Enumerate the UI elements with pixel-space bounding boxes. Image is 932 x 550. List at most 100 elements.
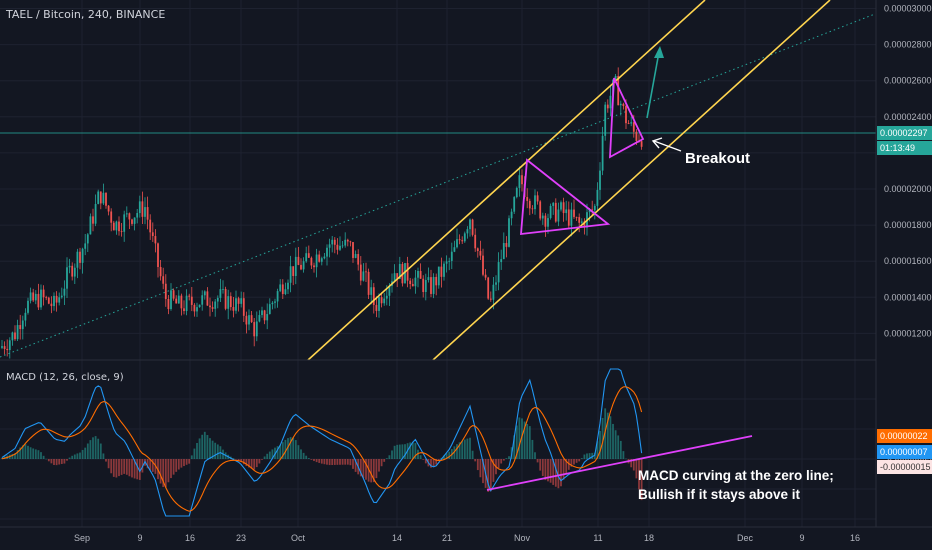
macd-histogram-bar: [619, 440, 622, 459]
macd-histogram-bar: [11, 453, 14, 459]
macd-histogram-bar: [211, 440, 214, 459]
price-tick-label: 0.00001600: [884, 256, 932, 266]
macd-histogram-bar: [123, 459, 126, 474]
macd-histogram-bar: [45, 458, 48, 460]
candle-body: [240, 298, 243, 304]
candle-body: [105, 192, 107, 206]
time-axis[interactable]: Sep 9 16 23 Oct 14 21 Nov 11 18 Dec 9 16: [74, 533, 860, 543]
candle-body: [141, 201, 144, 217]
candle-body: [599, 170, 601, 190]
macd-histogram-bar: [500, 459, 503, 464]
candle-body: [76, 251, 79, 268]
channel-upper-line: [307, 0, 706, 361]
macd-histogram-bar: [203, 431, 206, 459]
macd-histogram-bar: [79, 452, 81, 459]
macd-histogram-bar: [34, 449, 37, 459]
macd-pane[interactable]: [1, 368, 753, 517]
candle-body: [242, 298, 245, 316]
macd-histogram-bar: [487, 459, 490, 492]
candle-body: [146, 207, 149, 220]
last-price-tag-text: 0.00002297: [880, 128, 928, 138]
candle-body: [310, 257, 313, 266]
candle-body: [245, 315, 248, 325]
candle-body: [183, 308, 185, 312]
candle-body: [370, 287, 373, 295]
candle-body: [229, 296, 232, 308]
macd-histogram-bar: [237, 459, 240, 461]
candle-body: [14, 332, 16, 340]
candle-body: [526, 197, 529, 201]
macd-histogram-bar: [336, 459, 339, 465]
candle-body: [297, 256, 300, 265]
candle-body: [209, 305, 211, 308]
macd-histogram-bar: [417, 449, 419, 459]
candle-body: [448, 260, 451, 262]
candle-body: [198, 304, 201, 308]
macd-histogram-bar: [258, 459, 261, 464]
candle-body: [8, 340, 11, 351]
macd-histogram-bar: [419, 455, 422, 459]
candle-body: [560, 202, 562, 210]
candle-body: [606, 104, 609, 109]
macd-histogram-bar: [196, 442, 198, 459]
macd-histogram-bar: [94, 436, 97, 459]
macd-histogram-bar: [279, 444, 282, 459]
candle-body: [411, 284, 414, 287]
candle-body: [125, 213, 128, 215]
macd-histogram-bar: [354, 459, 357, 472]
macd-lines: [1, 368, 643, 517]
macd-histogram-bar: [40, 452, 42, 459]
candle-body: [396, 273, 399, 279]
candle-body: [323, 256, 326, 259]
macd-histogram-bar: [305, 455, 308, 459]
macd-histogram-bar: [562, 459, 565, 480]
time-tick-label: Sep: [74, 533, 90, 543]
drawings-back: [0, 11, 881, 358]
macd-histogram-bar: [396, 444, 399, 459]
candle-body: [383, 298, 386, 304]
macd-histogram-bar: [118, 459, 120, 477]
time-tick-label: Nov: [514, 533, 531, 543]
macd-histogram-bar: [300, 449, 302, 459]
macd-histogram-bar: [47, 459, 50, 462]
candle-body: [211, 307, 214, 309]
time-tick-label: 9: [137, 533, 142, 543]
macd-histogram-bar: [71, 455, 74, 459]
candle-body: [84, 243, 87, 249]
macd-histogram-bar: [66, 459, 68, 461]
time-tick-label: 11: [593, 533, 602, 543]
price-tick-label: 0.00002000: [884, 184, 932, 194]
candle-body: [552, 202, 555, 206]
candle-body: [40, 289, 42, 308]
price-pane[interactable]: [0, 0, 881, 361]
macd-histogram-bar: [136, 459, 139, 480]
macd-histogram-bar: [489, 459, 492, 492]
macd-histogram-bar: [380, 459, 383, 467]
candle-body: [601, 135, 604, 171]
macd-histogram-bar: [609, 416, 612, 459]
candle-body: [292, 266, 295, 276]
signal-value-tag-bg: [877, 445, 932, 459]
candle-body: [349, 241, 352, 243]
candle-body: [315, 254, 318, 268]
macd-histogram-bar: [424, 459, 427, 464]
macd-histogram-bar: [53, 459, 55, 465]
macd-histogram-bar: [185, 459, 188, 465]
candle-body: [515, 187, 518, 198]
macd-histogram-bar: [315, 459, 318, 463]
macd-histogram-bar: [188, 459, 191, 464]
macd-histogram-bar: [580, 458, 583, 459]
candle-body: [94, 203, 97, 224]
macd-histogram-bar: [586, 453, 588, 459]
candle-body: [588, 209, 591, 213]
candle-body: [149, 219, 152, 233]
histogram-value-tag-bg: [877, 460, 932, 474]
candle-body: [583, 221, 586, 228]
macd-histogram-bar: [235, 459, 237, 460]
candle-body: [16, 325, 19, 340]
candle-body: [505, 243, 508, 247]
macd-histogram-bar: [170, 459, 172, 479]
macd-histogram-bar: [591, 452, 594, 459]
